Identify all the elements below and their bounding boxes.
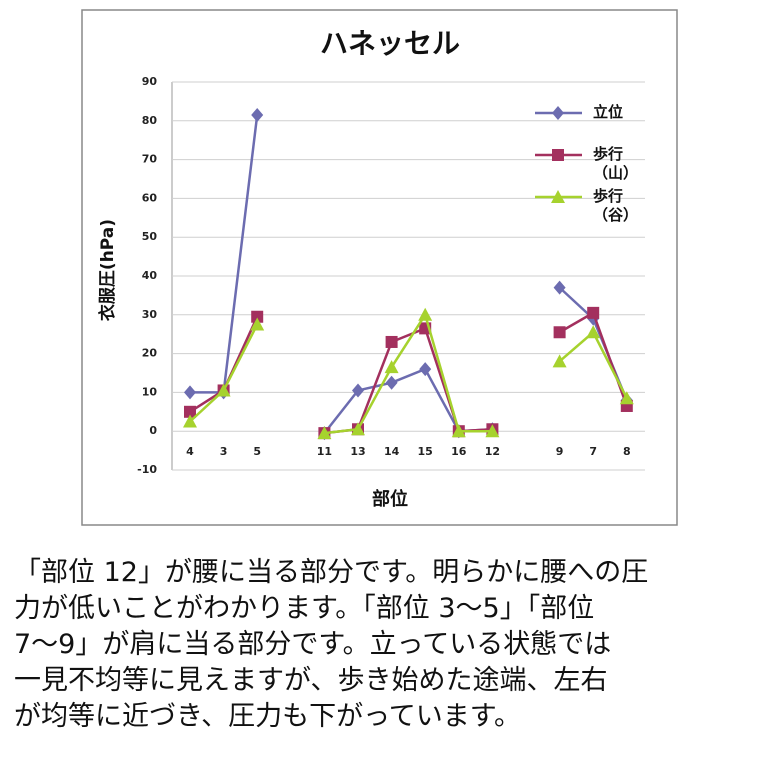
data-point	[384, 360, 399, 374]
data-point	[419, 362, 432, 377]
x-tick-label: 12	[485, 445, 500, 458]
y-tick-label: 20	[142, 347, 158, 360]
x-tick-label: 3	[220, 445, 228, 458]
y-tick-label: 10	[142, 385, 158, 398]
legend-marker	[552, 149, 564, 161]
x-tick-label: 15	[418, 445, 433, 458]
data-point	[552, 354, 567, 368]
caption: 「部位 12」が腰に当る部分です。明らかに腰への圧 力が低いことがわかります。「部…	[14, 555, 754, 735]
data-point	[418, 307, 433, 321]
caption-line: 「部位 12」が腰に当る部分です。明らかに腰への圧	[14, 557, 649, 588]
y-tick-label: -10	[137, 463, 157, 476]
y-tick-label: 40	[142, 269, 158, 282]
data-point	[619, 391, 634, 405]
chart-frame	[81, 9, 678, 526]
data-point	[385, 335, 398, 348]
y-tick-label: 0	[149, 424, 157, 437]
data-point	[183, 414, 197, 428]
caption-line: が均等に近づき、圧力も下がっています。	[14, 701, 522, 732]
y-tick-label: 90	[142, 75, 158, 88]
data-point	[553, 326, 566, 339]
y-tick-label: 80	[142, 114, 158, 127]
y-tick-label: 30	[142, 308, 158, 321]
data-point	[251, 107, 264, 122]
data-point	[352, 383, 364, 398]
data-point	[485, 424, 500, 438]
data-point	[451, 424, 466, 438]
y-tick-label: 60	[142, 191, 158, 204]
caption-line: 一見不均等に見えますが、歩き始めた途端、左右	[14, 665, 608, 696]
data-point	[553, 280, 566, 295]
chart-title: ハネッセル	[320, 27, 460, 60]
y-tick-label: 50	[142, 230, 158, 243]
x-tick-label: 5	[253, 445, 261, 458]
data-point	[586, 325, 601, 339]
legend-label: 立位	[593, 103, 624, 121]
y-axis-label: 衣服圧(hPa)	[97, 219, 118, 321]
x-tick-label: 11	[317, 445, 332, 458]
data-point	[216, 383, 231, 397]
chart: ハネッセル 衣服圧(hPa) 部位 -10 0 10 20 30 40 50 60 70 80 90…	[81, 9, 678, 526]
data-point	[251, 310, 264, 323]
legend-marker	[551, 190, 565, 203]
data-point	[351, 422, 365, 436]
data-point	[317, 426, 332, 440]
data-point	[587, 306, 600, 319]
y-tick-label: 70	[142, 153, 158, 166]
legend-marker	[552, 106, 564, 120]
x-tick-label: 16	[451, 445, 467, 458]
legend-label: 歩行（山）	[593, 145, 639, 182]
caption-line: 7〜9」が肩に当る部分です。立っている状態では	[14, 629, 612, 660]
data-point	[250, 317, 265, 331]
data-point	[184, 385, 196, 400]
x-tick-label: 14	[384, 445, 400, 458]
legend-label: 歩行（谷）	[593, 187, 639, 224]
x-tick-label: 9	[556, 445, 564, 458]
x-tick-label: 13	[350, 445, 365, 458]
x-axis-label: 部位	[372, 488, 408, 510]
x-tick-label: 4	[186, 445, 194, 458]
data-point	[385, 375, 398, 390]
caption-line: 力が低いことがわかります。「部位 3〜5」「部位	[14, 593, 595, 624]
x-tick-label: 7	[589, 445, 597, 458]
x-tick-label: 8	[623, 445, 631, 458]
data-point	[184, 405, 196, 418]
